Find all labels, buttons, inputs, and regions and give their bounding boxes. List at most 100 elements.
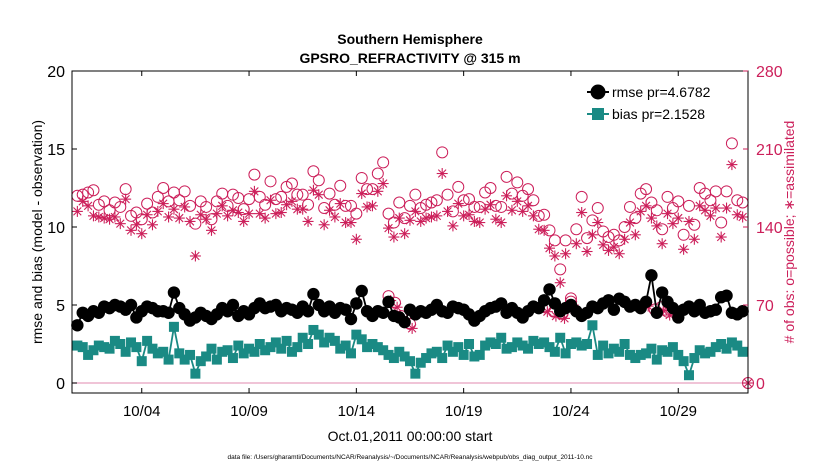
- obs-assimilated-point: [114, 218, 126, 230]
- bias-point: [222, 345, 233, 356]
- obs-star-stroke: [716, 232, 726, 242]
- bias-point: [453, 342, 464, 353]
- bias-point: [163, 354, 174, 365]
- obs-star-stroke: [303, 217, 313, 226]
- obs-star-stroke: [309, 185, 318, 195]
- obs-possible-point: [409, 188, 422, 201]
- bias-point: [99, 342, 110, 353]
- obs-star-stroke: [110, 212, 120, 222]
- bias-point: [721, 343, 732, 354]
- bias-point: [700, 348, 711, 359]
- obs-assimilated-point: [554, 277, 566, 289]
- bias-point: [678, 356, 689, 367]
- obs-star-stroke: [604, 246, 613, 255]
- obs-possible-point: [543, 224, 556, 237]
- obs-possible-point: [141, 197, 154, 210]
- bias-point: [195, 356, 206, 367]
- obs-possible-point: [269, 193, 282, 206]
- rmse-point: [350, 297, 363, 310]
- bias-point: [517, 340, 528, 351]
- obs-possible-point: [602, 231, 615, 244]
- obs-possible-point: [559, 234, 572, 247]
- bias-point: [227, 353, 238, 364]
- obs-possible-point: [495, 200, 508, 213]
- obs-star-stroke: [534, 224, 544, 234]
- bias-point: [710, 342, 721, 353]
- obs-possible-point: [350, 207, 363, 220]
- obs-assimilated-point: [302, 215, 314, 227]
- obs-assimilated-point: [366, 200, 378, 212]
- bias-point: [512, 337, 523, 348]
- obs-assimilated-point: [238, 215, 250, 227]
- bias-point: [630, 353, 641, 364]
- bias-point: [238, 348, 249, 359]
- y-tick-label-right: 140: [756, 220, 783, 237]
- obs-assimilated-point: [404, 214, 416, 226]
- obs-star-stroke: [411, 207, 420, 216]
- obs-assimilated-point: [721, 202, 733, 214]
- bias-point: [560, 348, 571, 359]
- obs-star-stroke: [679, 245, 688, 254]
- obs-possible-point: [591, 202, 604, 215]
- obs-possible-point: [452, 180, 465, 193]
- bias-point: [555, 332, 566, 343]
- bias-point: [732, 340, 743, 351]
- obs-possible-point: [371, 167, 384, 180]
- obs-possible-point: [302, 198, 315, 211]
- obs-star-stroke: [416, 217, 426, 226]
- rmse-point: [307, 287, 320, 301]
- rmse-point: [382, 295, 395, 309]
- obs-possible-point: [575, 190, 588, 203]
- rmse-point: [543, 283, 556, 296]
- bias-point: [464, 339, 475, 349]
- bias-point: [362, 342, 373, 353]
- obs-assimilated-point: [436, 168, 448, 180]
- obs-possible-point: [731, 194, 744, 207]
- obs-star-stroke: [212, 209, 222, 218]
- bias-point: [109, 335, 120, 346]
- bias-point: [421, 353, 432, 364]
- obs-star-stroke: [690, 234, 699, 244]
- obs-star-stroke: [250, 187, 259, 196]
- obs-assimilated-point: [307, 184, 319, 196]
- obs-assimilated-point: [694, 200, 706, 212]
- obs-assimilated-point: [77, 195, 89, 207]
- bias-point: [608, 343, 619, 354]
- obs-star-stroke: [582, 247, 592, 256]
- obs-possible-point: [248, 168, 261, 181]
- obs-possible-point: [312, 174, 325, 187]
- obs-possible-point: [532, 209, 545, 222]
- obs-assimilated-point: [406, 322, 418, 334]
- obs-possible-point: [184, 199, 197, 212]
- obs-possible-point: [725, 137, 738, 150]
- bias-point: [458, 349, 469, 360]
- obs-possible-point: [704, 194, 717, 207]
- bias-point: [217, 346, 228, 357]
- obs-star-stroke: [561, 249, 570, 259]
- bias-point: [651, 354, 662, 365]
- obs-star-stroke: [346, 218, 356, 227]
- obs-assimilated-point: [726, 159, 738, 171]
- obs-assimilated-point: [136, 228, 148, 240]
- obs-star-stroke: [378, 179, 388, 188]
- obs-assimilated-point: [613, 248, 625, 260]
- bias-point: [565, 339, 576, 349]
- obs-star-stroke: [609, 242, 619, 252]
- obs-star-stroke: [572, 239, 581, 248]
- obs-star-stroke: [357, 189, 366, 198]
- obs-assimilated-point: [168, 203, 180, 215]
- obs-assimilated-point: [506, 204, 518, 216]
- obs-possible-point: [446, 205, 459, 218]
- rmse-point: [495, 297, 508, 310]
- obs-star-stroke: [319, 220, 329, 230]
- obs-possible-point: [489, 199, 502, 212]
- obs-star-stroke: [432, 211, 442, 221]
- obs-assimilated-point: [715, 231, 727, 243]
- obs-star-stroke: [368, 201, 377, 211]
- bias-point: [480, 340, 491, 351]
- bias-point: [329, 335, 340, 346]
- obs-assimilated-point: [662, 208, 674, 220]
- bias-point: [93, 340, 104, 351]
- obs-assimilated-point: [672, 212, 684, 224]
- obs-assimilated-point: [195, 209, 207, 221]
